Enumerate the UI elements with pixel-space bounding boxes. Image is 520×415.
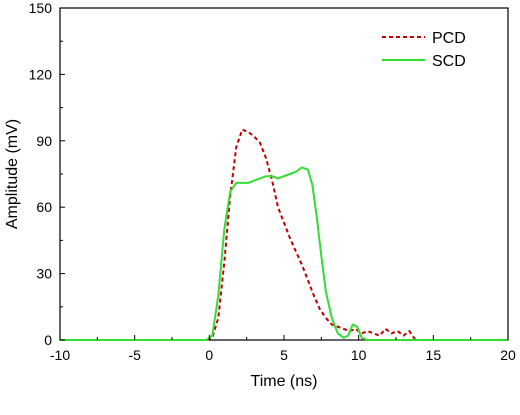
y-tick-label: 90 [36,133,52,149]
legend-label-pcd: PCD [432,30,466,47]
x-tick-label: -5 [128,347,141,363]
x-tick-label: 15 [426,347,442,363]
x-tick-label: 10 [351,347,367,363]
x-axis: -10 -5 0 5 10 15 20 [50,335,516,363]
y-axis: 0 30 60 90 120 150 [29,0,65,348]
y-axis-title: Amplitude (mV) [4,119,21,229]
x-tick-label: -10 [50,347,70,363]
y-tick-label: 30 [36,266,52,282]
x-tick-label: 0 [205,347,213,363]
series-line-pcd [60,128,508,341]
legend: PCD SCD [382,30,466,70]
x-axis-title: Time (ns) [251,373,318,390]
x-tick-label: 20 [500,347,516,363]
x-tick-label: 5 [280,347,288,363]
series-line-scd [60,166,508,341]
series-layer [60,128,508,341]
y-tick-label: 150 [29,0,53,16]
y-tick-label: 60 [36,199,52,215]
legend-label-scd: SCD [432,53,466,70]
y-tick-label: 0 [44,332,52,348]
y-tick-label: 120 [29,66,53,82]
plot-area: -10 -5 0 5 10 15 20 0 30 60 90 120 150 [29,0,516,363]
